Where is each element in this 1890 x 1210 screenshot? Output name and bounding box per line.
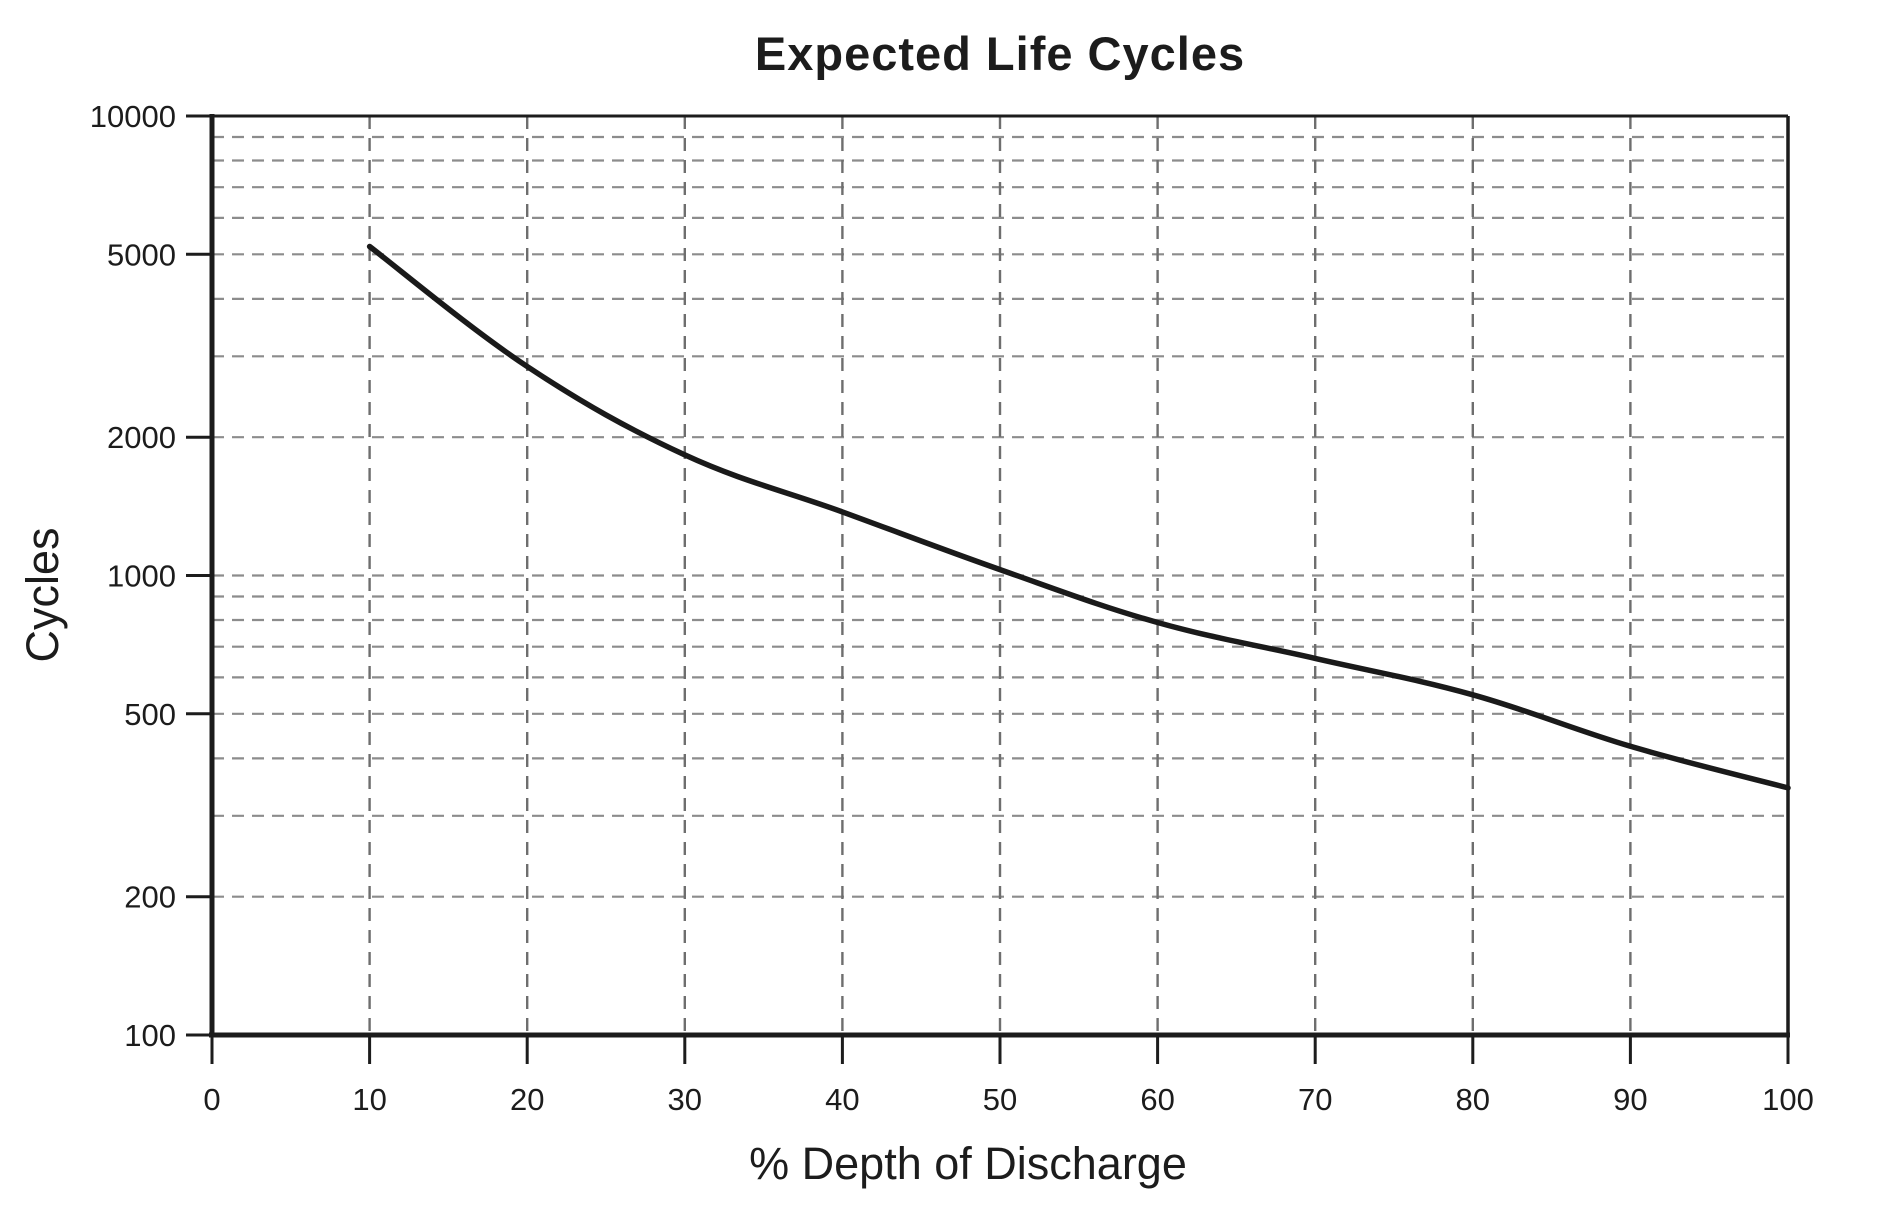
axis-ticks [186, 114, 1790, 1064]
y-tick-label: 2000 [107, 420, 176, 455]
tick-labels: 100 200 500 1000 2000 5000 10000 0 10 20 30 40 50 60 7… [90, 99, 1814, 1117]
x-tick-label: 20 [510, 1082, 544, 1117]
y-tick-label: 5000 [107, 237, 176, 272]
x-tick-label: 30 [668, 1082, 702, 1117]
life-cycle-curve [366, 243, 1791, 791]
y-tick-label: 200 [124, 880, 176, 915]
y-tick-label: 100 [124, 1018, 176, 1053]
data-line [366, 243, 1791, 791]
x-tick-label: 50 [983, 1082, 1017, 1117]
x-tick-label: 70 [1298, 1082, 1332, 1117]
x-tick-label: 0 [203, 1082, 220, 1117]
y-tick-label: 10000 [90, 99, 176, 134]
x-tick-label: 80 [1456, 1082, 1490, 1117]
y-tick-label: 500 [124, 697, 176, 732]
chart-title: Expected Life Cycles [754, 27, 1246, 80]
x-tick-label: 10 [352, 1082, 386, 1117]
y-axis-title: Cycles [17, 527, 68, 663]
x-axis-title: % Depth of Discharge [749, 1138, 1187, 1189]
y-tick-label: 1000 [107, 559, 176, 594]
x-tick-label: 90 [1613, 1082, 1647, 1117]
x-tick-label: 60 [1140, 1082, 1174, 1117]
x-tick-label: 40 [825, 1082, 859, 1117]
x-tick-label: 100 [1762, 1082, 1814, 1117]
